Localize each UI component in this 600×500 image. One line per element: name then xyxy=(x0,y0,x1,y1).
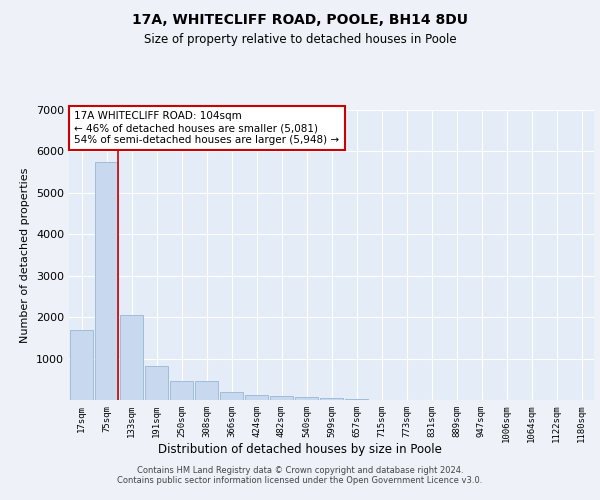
Bar xyxy=(320,398,343,400)
Bar xyxy=(220,392,243,400)
Text: Contains HM Land Registry data © Crown copyright and database right 2024.: Contains HM Land Registry data © Crown c… xyxy=(137,466,463,475)
Text: 17A WHITECLIFF ROAD: 104sqm
← 46% of detached houses are smaller (5,081)
54% of : 17A WHITECLIFF ROAD: 104sqm ← 46% of det… xyxy=(74,112,340,144)
Bar xyxy=(270,396,293,400)
Bar xyxy=(245,394,268,400)
Bar xyxy=(145,366,168,400)
Bar xyxy=(170,382,193,400)
Text: Size of property relative to detached houses in Poole: Size of property relative to detached ho… xyxy=(143,32,457,46)
Bar xyxy=(95,162,118,400)
Bar xyxy=(120,315,143,400)
Y-axis label: Number of detached properties: Number of detached properties xyxy=(20,168,31,342)
Text: Contains public sector information licensed under the Open Government Licence v3: Contains public sector information licen… xyxy=(118,476,482,485)
Bar xyxy=(70,330,93,400)
Text: Distribution of detached houses by size in Poole: Distribution of detached houses by size … xyxy=(158,442,442,456)
Bar xyxy=(295,397,318,400)
Bar xyxy=(195,382,218,400)
Text: 17A, WHITECLIFF ROAD, POOLE, BH14 8DU: 17A, WHITECLIFF ROAD, POOLE, BH14 8DU xyxy=(132,12,468,26)
